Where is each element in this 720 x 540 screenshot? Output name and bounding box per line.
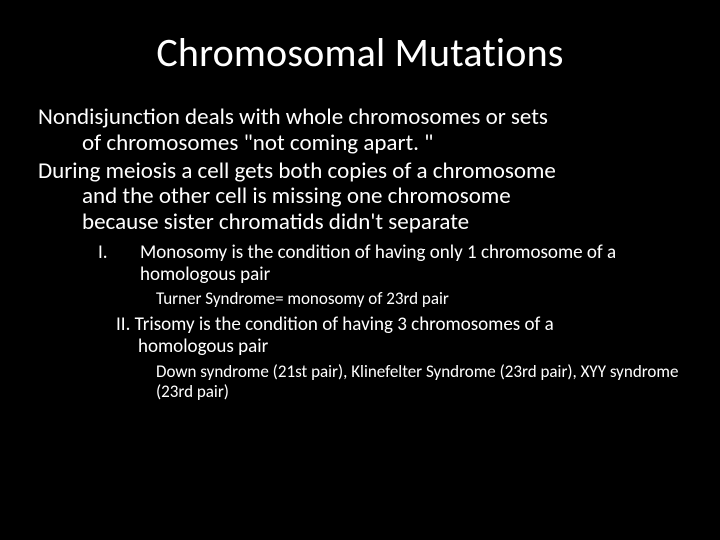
monosomy-detail: Turner Syndrome= monosomy of 23rd pair [38, 289, 682, 309]
list-item-trisomy: II. Trisomy is the condition of having 3… [38, 314, 682, 358]
trisomy-detail: Down syndrome (21st pair), Klinefelter S… [38, 362, 682, 403]
list-item-monosomy: I. Monosomy is the condition of having o… [38, 242, 682, 286]
para2-line3: because sister chromatids didn't separat… [38, 210, 682, 236]
paragraph-meiosis: During meiosis a cell gets both copies o… [38, 159, 682, 236]
slide-title: Chromosomal Mutations [38, 28, 682, 77]
paragraph-nondisjunction: Nondisjunction deals with whole chromoso… [38, 105, 682, 157]
para2-line2: and the other cell is missing one chromo… [38, 184, 682, 210]
monosomy-text: Monosomy is the condition of having only… [140, 242, 682, 286]
para1-line2: of chromosomes "not coming apart. " [38, 131, 682, 157]
roman-numeral-1: I. [98, 242, 140, 286]
para2-line1: During meiosis a cell gets both copies o… [38, 157, 556, 185]
trisomy-line1: II. Trisomy is the condition of having 3… [116, 313, 554, 336]
trisomy-line2: homologous pair [116, 336, 682, 358]
para1-line1: Nondisjunction deals with whole chromoso… [38, 103, 548, 131]
